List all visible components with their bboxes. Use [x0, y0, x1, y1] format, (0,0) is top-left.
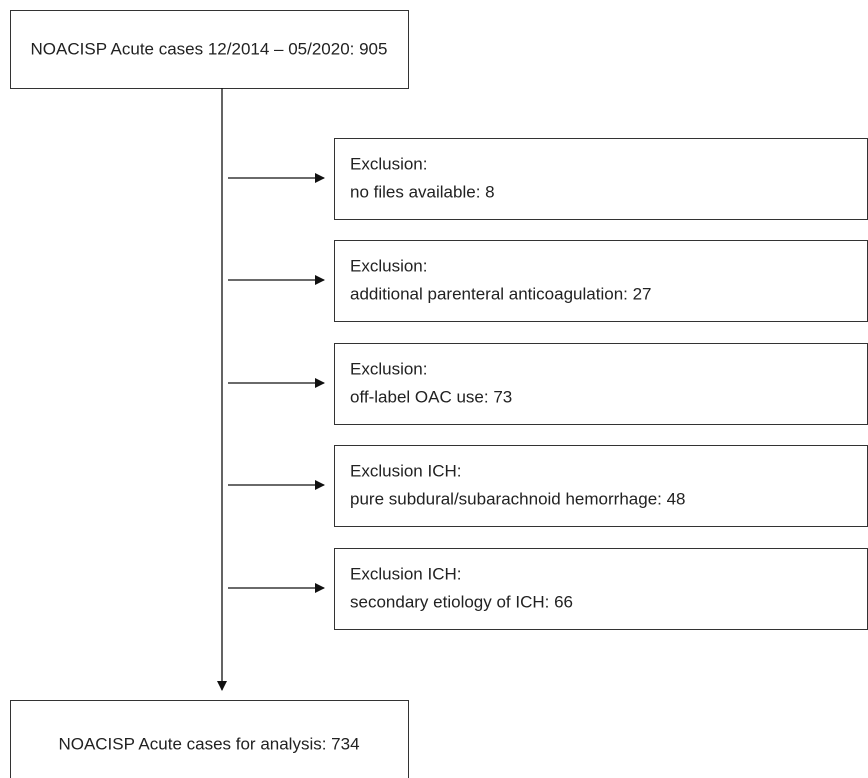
- exclusion-box: [334, 548, 868, 630]
- top-box-text: NOACISP Acute cases 12/2014 – 05/2020: 9…: [31, 39, 388, 58]
- exclusion-title: Exclusion ICH:: [350, 564, 461, 583]
- bottom-box-text: NOACISP Acute cases for analysis: 734: [58, 734, 359, 753]
- exclusion-detail: secondary etiology of ICH: 66: [350, 592, 573, 611]
- exclusion-box: [334, 138, 868, 220]
- top-box: [10, 10, 409, 89]
- exclusion-box: [334, 343, 868, 425]
- exclusion-title: Exclusion ICH:: [350, 461, 461, 480]
- exclusion-detail: no files available: 8: [350, 182, 495, 201]
- exclusion-detail: off-label OAC use: 73: [350, 387, 512, 406]
- exclusion-detail: additional parenteral anticoagulation: 2…: [350, 284, 652, 303]
- bottom-box: [10, 700, 409, 778]
- exclusions: Exclusion: no files available: 8 Exclusion…: [228, 138, 868, 630]
- exclusion-detail: pure subdural/subarachnoid hemorrhage: 4…: [350, 489, 686, 508]
- exclusion-box: [334, 240, 868, 322]
- exclusion-title: Exclusion:: [350, 256, 427, 275]
- exclusion-title: Exclusion:: [350, 154, 427, 173]
- exclusion-title: Exclusion:: [350, 359, 427, 378]
- exclusion-box: [334, 445, 868, 527]
